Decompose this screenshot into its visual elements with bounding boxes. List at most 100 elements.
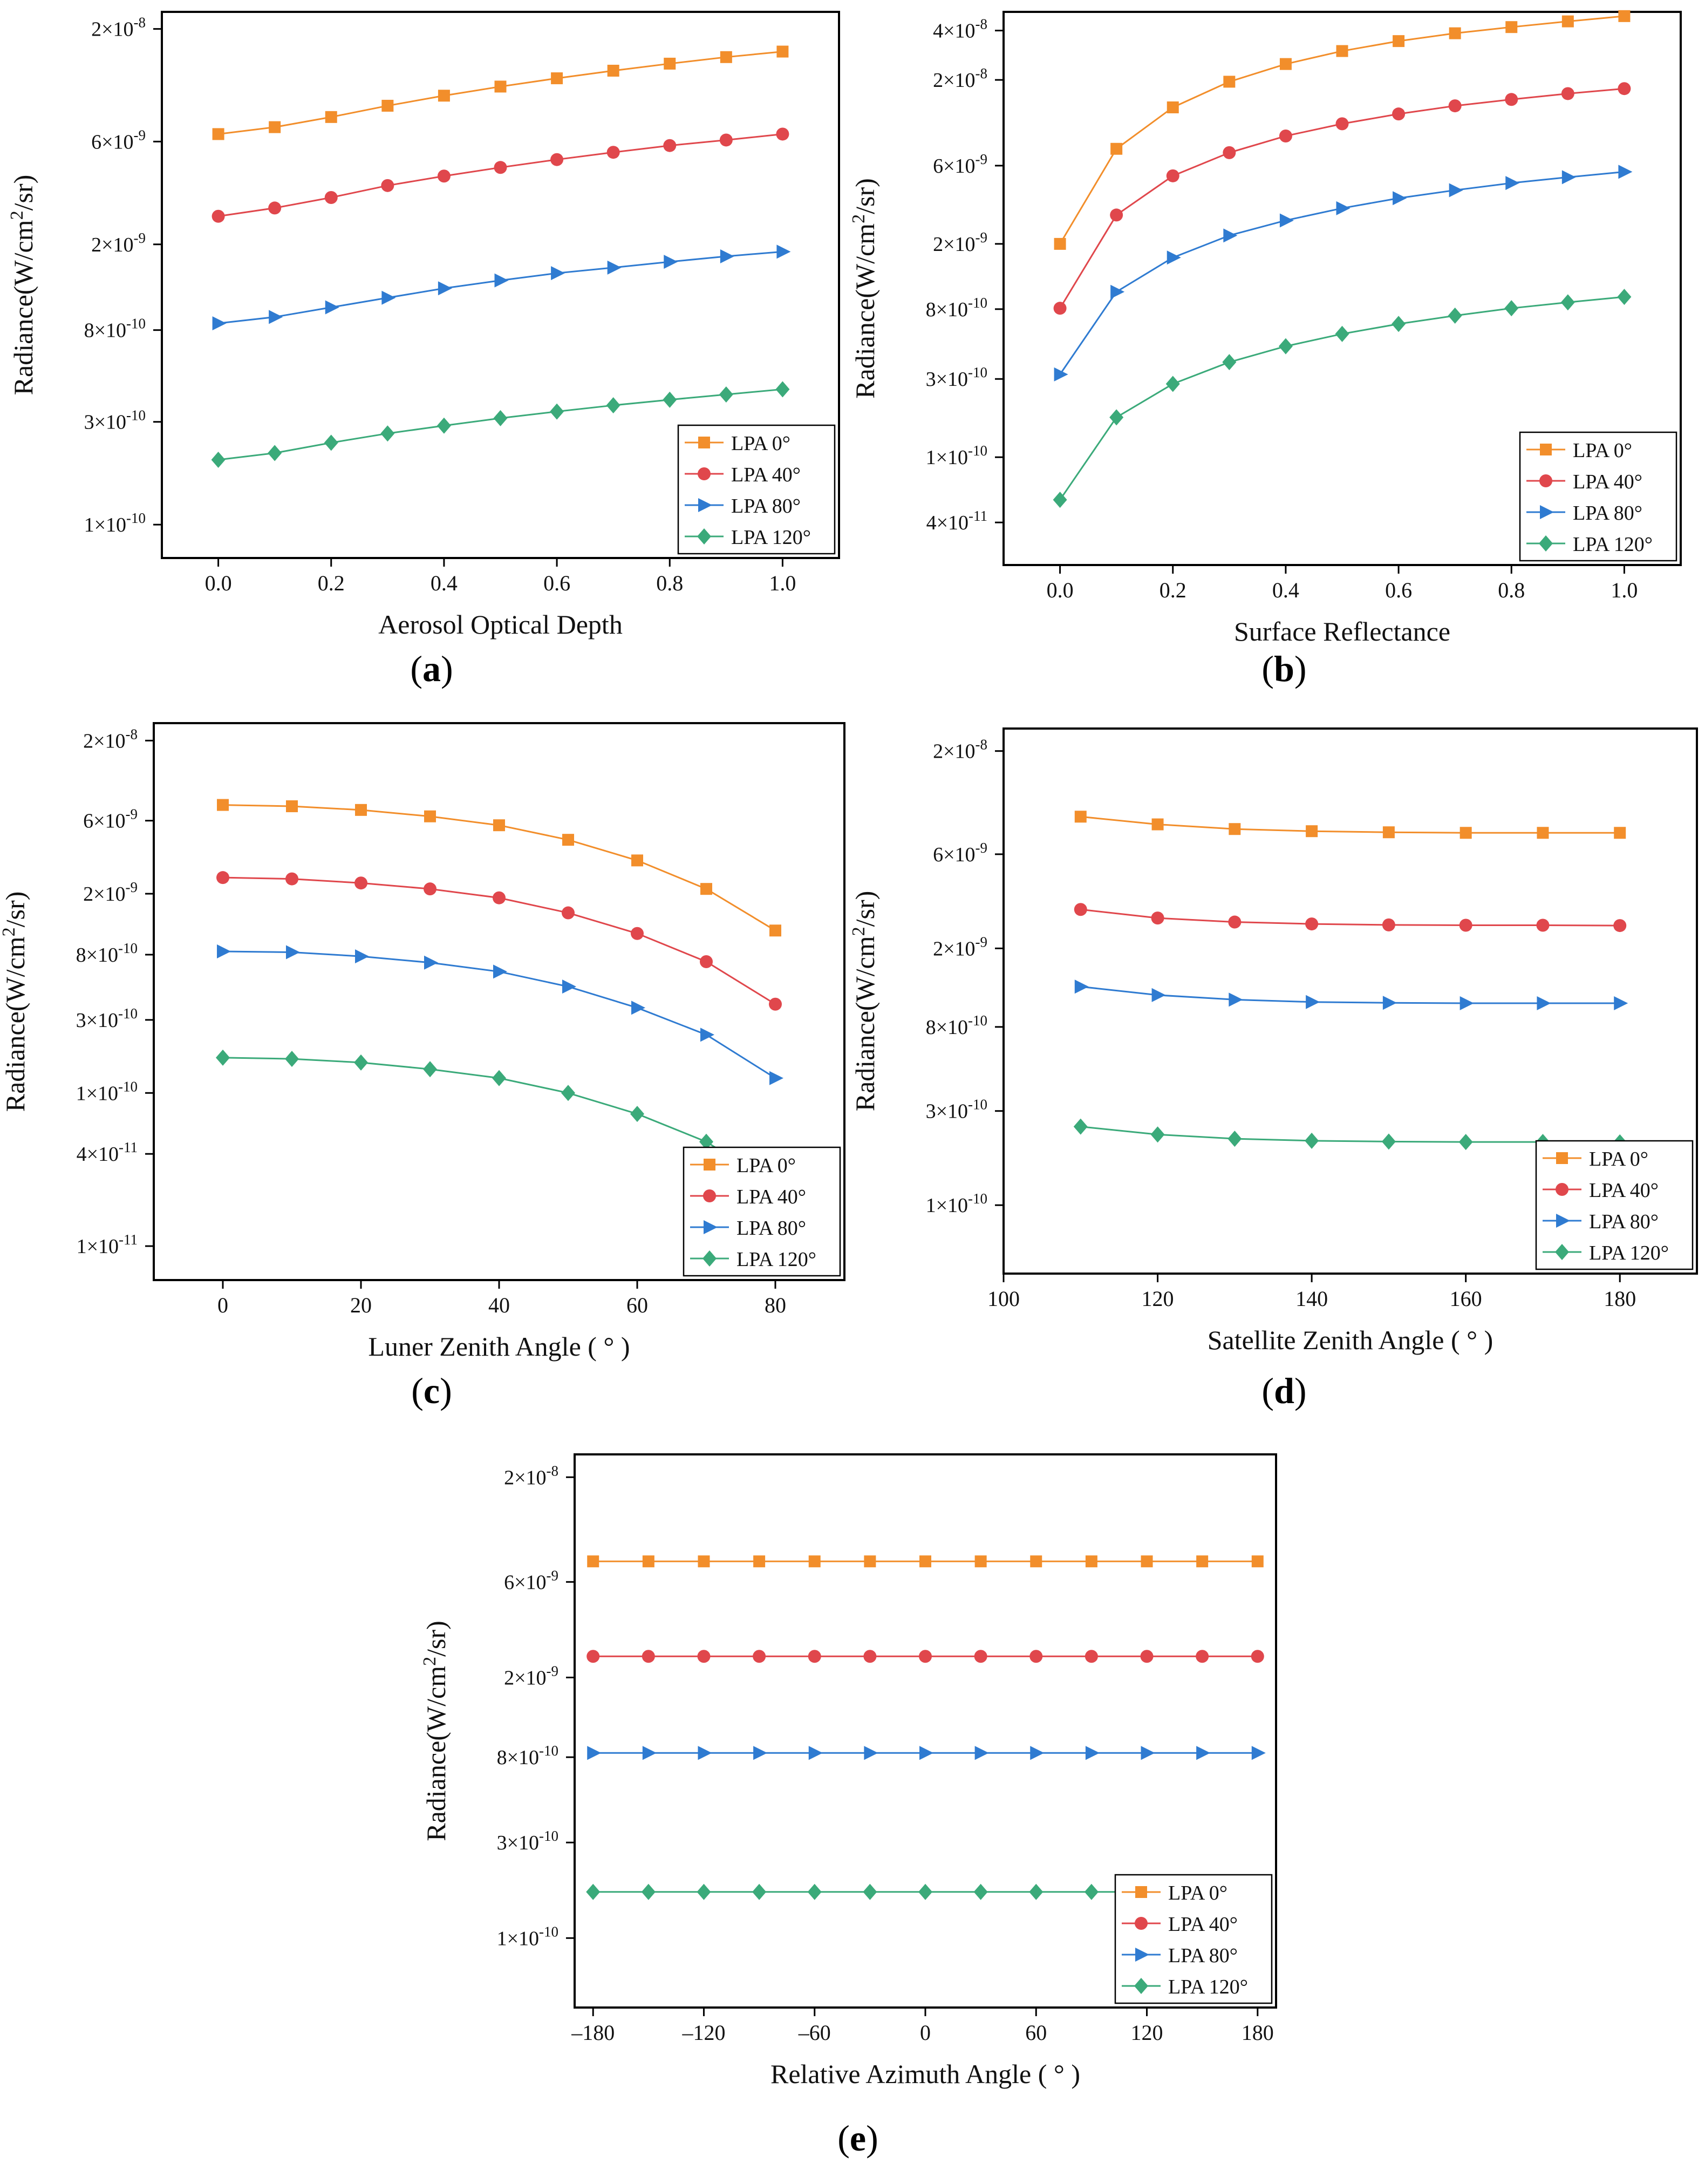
marker-triangle (438, 281, 452, 296)
x-tick-label: 0.6 (543, 571, 570, 595)
plot-frame (1002, 727, 1698, 1275)
marker-diamond (1335, 325, 1349, 342)
y-tick-label: 1×10-10 (84, 510, 146, 536)
marker-triangle (424, 955, 438, 970)
marker-circle (381, 179, 394, 192)
marker-circle (1561, 87, 1574, 100)
marker-circle (437, 169, 451, 183)
marker-circle (354, 876, 367, 890)
marker-circle (1335, 117, 1349, 131)
y-tick-label: 6×10-9 (83, 806, 138, 833)
x-tick-label: 0.2 (318, 571, 345, 595)
legend-label: LPA 120° (1589, 1242, 1669, 1264)
marker-square (664, 57, 676, 70)
y-tick-label: 4×10-8 (933, 16, 987, 43)
x-tick-label: –120 (681, 2020, 725, 2045)
marker-square (1561, 15, 1574, 28)
marker-square (704, 1159, 715, 1171)
marker-square (493, 819, 505, 832)
x-tick-label: 0.0 (1047, 578, 1074, 602)
marker-diamond (697, 1883, 711, 1900)
marker-diamond (1448, 307, 1462, 324)
marker-square (1540, 444, 1552, 455)
marker-circle (268, 201, 282, 215)
y-tick-label: 6×10-9 (933, 840, 987, 866)
y-tick-label: 3×10-10 (926, 1097, 987, 1123)
marker-circle (1392, 107, 1406, 121)
marker-square (698, 437, 710, 448)
marker-triangle (1279, 213, 1294, 228)
series-line (1080, 1126, 1620, 1144)
marker-circle (1085, 1650, 1098, 1663)
x-axis-label: Luner Zenith Angle ( ° ) (368, 1331, 630, 1362)
y-tick-label: 8×10-10 (926, 295, 987, 321)
legend: LPA 0° LPA 40° LPA 80° LPA 120° (1535, 1140, 1694, 1270)
marker-diamond (423, 1061, 437, 1078)
legend: LPA 0° LPA 40° LPA 80° LPA 120° (1114, 1874, 1273, 2004)
y-tick-label: 6×10-9 (504, 1567, 558, 1594)
legend-label: LPA 80° (1168, 1944, 1238, 1967)
x-tick-label: 0.4 (1272, 578, 1299, 602)
legend-label: LPA 0° (731, 432, 790, 455)
marker-circle (719, 133, 733, 147)
x-tick-label: 0.8 (656, 571, 683, 595)
chart-panel-d: 100 120 140 160 180 1×10-10 3×10-10 8×10-10 2×10… (849, 727, 1698, 1355)
marker-diamond (216, 1049, 230, 1066)
marker-triangle (1054, 367, 1068, 382)
marker-circle (1151, 911, 1164, 925)
y-tick-label: 2×10-8 (933, 737, 987, 763)
panel-label: (d) (1261, 1370, 1306, 1411)
y-tick-label: 4×10-11 (77, 1139, 138, 1166)
marker-triangle (1382, 996, 1397, 1010)
y-tick-label: 1×10-10 (497, 1923, 558, 1950)
marker-square (269, 121, 281, 133)
legend-label: LPA 120° (1573, 533, 1653, 556)
marker-square (325, 111, 337, 123)
marker-diamond (561, 1085, 575, 1101)
marker-triangle (1135, 1948, 1149, 1962)
marker-triangle (1393, 191, 1407, 206)
marker-triangle (1110, 284, 1125, 299)
series-line (218, 133, 783, 217)
marker-circle (562, 906, 575, 920)
series-line (1080, 985, 1620, 1004)
marker-diamond (285, 1051, 299, 1067)
series-line (1059, 171, 1625, 375)
marker-triangle (864, 1746, 878, 1760)
marker-square (1460, 827, 1472, 839)
marker-triangle (1085, 1746, 1100, 1760)
x-tick-label: 60 (626, 1293, 648, 1317)
marker-triangle (562, 979, 576, 994)
x-tick-label: 80 (765, 1293, 786, 1317)
marker-triangle (217, 944, 231, 959)
marker-square (1614, 827, 1626, 839)
marker-square (607, 64, 619, 77)
y-tick-label: 2×10-9 (83, 879, 138, 906)
marker-diamond (775, 381, 790, 398)
y-tick-label: 2×10-9 (504, 1663, 558, 1689)
marker-diamond (354, 1054, 368, 1071)
x-tick-label: 180 (1604, 1287, 1636, 1311)
marker-circle (1228, 915, 1242, 929)
plot-frame (161, 11, 840, 559)
legend: LPA 0° LPA 40° LPA 80° LPA 120° (677, 424, 836, 555)
marker-triangle (1561, 170, 1576, 185)
chart-panel-b: 0.0 0.2 0.4 0.6 0.8 1.0 4×10-11 1×10-10 3×10-10 8… (849, 10, 1682, 647)
marker-triangle (720, 249, 734, 263)
marker-triangle (1151, 988, 1166, 1002)
y-tick-label: 2×10-9 (933, 229, 987, 256)
marker-diamond (268, 445, 282, 461)
marker-circle (1053, 302, 1067, 315)
legend: LPA 0° LPA 40° LPA 80° LPA 120° (683, 1146, 841, 1277)
series-line (1080, 815, 1620, 834)
marker-circle (663, 139, 677, 152)
marker-triangle (1251, 1746, 1266, 1760)
x-tick-label: 0 (920, 2020, 931, 2045)
marker-triangle (1196, 1746, 1211, 1760)
marker-square (919, 1555, 931, 1568)
marker-square (217, 799, 229, 811)
marker-square (753, 1555, 766, 1568)
marker-circle (1074, 903, 1087, 916)
marker-circle (703, 1189, 716, 1202)
marker-circle (919, 1650, 932, 1663)
